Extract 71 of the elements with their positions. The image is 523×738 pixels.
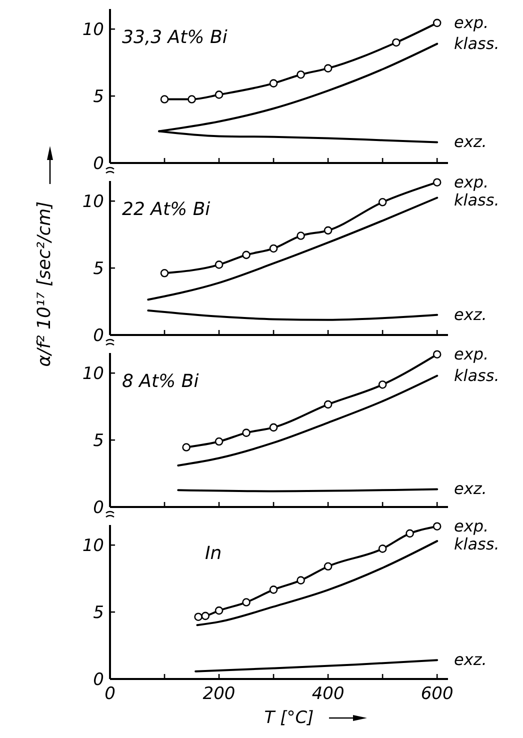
line-series xyxy=(147,309,438,321)
series-label: exz. xyxy=(454,479,487,498)
point xyxy=(378,198,387,206)
y-tick-label: 0 xyxy=(93,154,104,174)
point xyxy=(182,443,190,452)
y-tick-label: 5 xyxy=(93,86,104,107)
point xyxy=(269,244,278,253)
y-tick-label: 0 xyxy=(93,326,104,346)
y-tick-label: 10 xyxy=(82,20,104,40)
point xyxy=(324,400,332,409)
point xyxy=(378,380,387,389)
y-tick-label: 0 xyxy=(93,498,104,518)
series-label: exp. xyxy=(454,12,489,32)
point xyxy=(188,95,196,104)
point xyxy=(296,576,305,584)
annotation: 8 At% Bi xyxy=(122,371,199,392)
y-tick-label: 10 xyxy=(82,364,104,384)
point xyxy=(160,268,169,278)
series-label: exp. xyxy=(454,344,489,364)
x-tick-label: 400 xyxy=(312,684,344,704)
point xyxy=(296,232,305,240)
point xyxy=(242,428,250,437)
point xyxy=(378,544,387,553)
point xyxy=(269,586,278,594)
annotation: In xyxy=(205,543,222,564)
series-label: exz. xyxy=(454,132,487,152)
x-tick-label: 600 xyxy=(420,684,454,704)
point xyxy=(432,178,442,186)
point xyxy=(201,612,210,620)
y-tick-label: 10 xyxy=(82,192,104,212)
point xyxy=(214,90,224,99)
y-tick-label: 10 xyxy=(82,536,104,556)
y-tick-label: 5 xyxy=(93,430,104,451)
point xyxy=(296,70,305,79)
annotation: 22 At% Bi xyxy=(122,199,210,220)
series-label: exz. xyxy=(454,304,487,324)
series-label: klass. xyxy=(454,190,500,210)
series-label: exz. xyxy=(454,650,487,670)
point xyxy=(324,562,332,571)
line-series xyxy=(194,659,438,672)
y-axis-title: α/f² 10¹⁷ [sec²/cm] xyxy=(34,201,55,367)
series-label: klass. xyxy=(454,34,500,53)
y-tick-label: 5 xyxy=(93,258,104,279)
series-label: exp. xyxy=(454,516,489,536)
point xyxy=(324,226,332,235)
point xyxy=(214,260,224,269)
line-series xyxy=(177,374,438,466)
point xyxy=(242,250,250,260)
annotation: 33,3 At% Bi xyxy=(122,27,228,48)
point xyxy=(324,64,332,72)
y-tick-label: 0 xyxy=(93,670,104,690)
line-series xyxy=(196,540,438,626)
point xyxy=(269,423,278,432)
series-label: klass. xyxy=(454,534,500,554)
series-label: exp. xyxy=(454,172,489,192)
x-axis-title: T [°C] xyxy=(264,708,314,728)
point xyxy=(242,598,250,606)
line-series xyxy=(147,196,438,301)
point xyxy=(392,38,400,47)
y-tick-label: 5 xyxy=(93,602,104,623)
x-tick-label: 200 xyxy=(202,684,236,704)
series-label: klass. xyxy=(454,366,500,385)
point xyxy=(432,522,442,530)
point xyxy=(432,18,442,28)
point xyxy=(406,529,414,538)
point xyxy=(269,79,278,88)
point xyxy=(432,350,442,358)
point xyxy=(214,437,224,446)
point xyxy=(160,95,169,104)
point xyxy=(214,606,224,615)
point xyxy=(194,612,202,622)
